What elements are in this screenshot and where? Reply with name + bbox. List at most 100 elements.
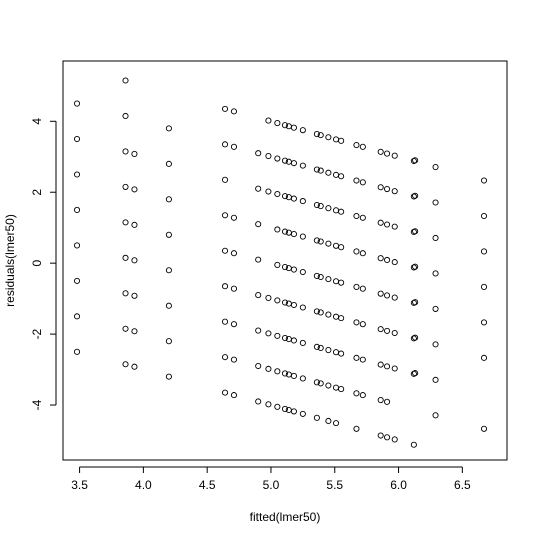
data-point — [391, 223, 398, 230]
data-point — [73, 348, 81, 355]
data-point — [391, 329, 398, 337]
data-point — [412, 370, 419, 377]
data-point — [332, 207, 340, 214]
plot-frame — [62, 60, 508, 461]
data-point — [274, 120, 281, 127]
data-point — [221, 141, 229, 148]
data-point — [73, 135, 81, 143]
data-point — [290, 124, 297, 131]
data-point — [299, 233, 306, 240]
data-point — [274, 332, 281, 339]
data-point — [73, 206, 81, 214]
data-point — [290, 266, 297, 273]
data-point — [325, 205, 332, 212]
data-point — [131, 292, 138, 299]
data-point — [377, 184, 384, 191]
data-point — [73, 313, 81, 320]
data-point — [332, 313, 340, 320]
data-point — [338, 279, 345, 286]
data-point — [221, 212, 229, 219]
data-point — [281, 122, 289, 129]
data-point — [290, 160, 297, 167]
data-point — [377, 290, 384, 297]
data-point — [338, 386, 345, 393]
data-point — [338, 244, 345, 251]
data-point — [384, 150, 391, 157]
data-point — [353, 283, 360, 290]
data-point — [122, 325, 129, 332]
data-point — [353, 142, 360, 149]
data-point — [255, 150, 262, 157]
data-point — [377, 148, 384, 155]
data-point — [412, 192, 419, 199]
data-point — [131, 186, 138, 193]
data-point — [432, 341, 439, 348]
data-point — [265, 330, 272, 337]
data-point — [299, 127, 306, 134]
x-tick-label: 4.0 — [135, 478, 152, 492]
data-point — [317, 132, 324, 139]
data-point — [410, 441, 417, 448]
data-point — [281, 157, 289, 164]
data-point — [290, 195, 297, 202]
data-point — [281, 370, 289, 377]
data-point — [230, 250, 238, 257]
data-point — [338, 350, 345, 357]
data-point — [313, 201, 320, 209]
data-point — [274, 368, 281, 375]
data-point — [131, 257, 138, 264]
data-point — [221, 176, 229, 183]
data-point — [122, 148, 129, 155]
data-point — [274, 261, 281, 268]
data-point — [313, 414, 320, 421]
data-point — [255, 221, 262, 228]
data-point — [391, 259, 398, 266]
data-point — [480, 212, 488, 220]
data-point — [274, 297, 281, 304]
data-point — [353, 425, 360, 432]
data-point — [122, 361, 129, 368]
data-point — [332, 171, 340, 178]
data-point — [281, 228, 289, 235]
data-point — [384, 185, 391, 193]
data-point — [122, 290, 129, 297]
data-point — [274, 403, 281, 410]
data-point — [384, 221, 391, 228]
data-point — [299, 198, 306, 205]
data-point — [480, 283, 488, 290]
data-point — [230, 108, 238, 115]
data-point — [359, 179, 366, 186]
data-point — [230, 392, 238, 399]
data-point — [332, 278, 340, 285]
data-point — [384, 292, 391, 299]
x-tick-label: 6.5 — [454, 478, 471, 492]
x-tick-label: 4.5 — [199, 478, 216, 492]
data-point — [480, 354, 488, 361]
data-point — [165, 267, 172, 274]
data-point — [299, 375, 306, 382]
data-point — [274, 226, 281, 233]
data-point — [131, 363, 138, 370]
data-point — [317, 203, 324, 210]
data-point — [325, 276, 332, 283]
data-point — [317, 238, 324, 245]
data-point — [281, 264, 289, 271]
data-point — [73, 277, 81, 284]
data-point — [325, 169, 332, 176]
data-point — [377, 432, 384, 439]
data-point — [313, 308, 320, 315]
data-point — [265, 401, 272, 408]
y-tick-label: 2 — [30, 189, 44, 196]
data-point — [432, 234, 439, 242]
data-point — [73, 171, 81, 178]
data-point — [353, 319, 360, 326]
data-point — [391, 188, 398, 195]
data-point — [353, 177, 360, 184]
data-point — [325, 311, 332, 318]
data-point — [359, 285, 366, 292]
data-point — [338, 137, 345, 144]
data-point — [221, 354, 229, 361]
y-tick-label: 0 — [30, 260, 44, 267]
data-point — [384, 434, 391, 441]
